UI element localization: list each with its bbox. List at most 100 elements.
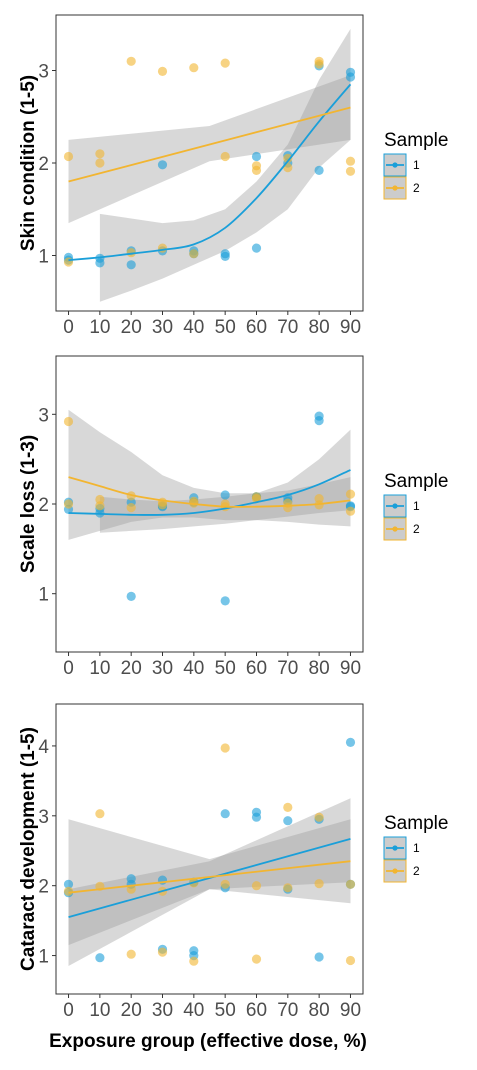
x-tick-label: 70 (277, 1000, 298, 1021)
y-tick-label: 4 (38, 737, 49, 758)
x-tick-label: 10 (89, 1000, 110, 1021)
fit-line-series-2 (68, 476, 351, 508)
fit-line-series-1 (68, 469, 351, 516)
data-point-series-2 (126, 884, 136, 894)
x-tick-label: 90 (340, 658, 361, 679)
y-tick-label: 2 (38, 495, 49, 516)
confidence-band-series-2 (68, 409, 351, 540)
x-tick-label: 0 (63, 1000, 74, 1021)
data-point-series-2 (251, 954, 262, 964)
confidence-band-series-1 (68, 798, 351, 946)
data-point-series-2 (283, 153, 293, 163)
fit-line-series-2 (68, 860, 351, 894)
x-tick-label: 70 (277, 317, 298, 338)
y-axis-label: Scale loss (1-3) (18, 435, 39, 573)
data-point-series-1 (251, 151, 262, 162)
x-tick-label: 50 (215, 1000, 236, 1021)
x-tick-label: 50 (215, 317, 236, 338)
data-point-series-2 (126, 56, 136, 66)
confidence-band-series-2 (68, 75, 351, 224)
x-tick-label: 60 (246, 658, 267, 679)
legend-item-label: 2 (413, 181, 420, 195)
x-tick-label: 0 (63, 317, 74, 338)
data-point-series-2 (283, 802, 293, 813)
data-point-series-1 (314, 952, 324, 962)
legend-key-2 (383, 859, 407, 883)
y-tick-label: 1 (38, 947, 49, 968)
legend-key-1 (383, 836, 407, 860)
data-point-series-1 (251, 243, 262, 253)
data-point-series-2 (345, 879, 356, 889)
data-point-series-2 (95, 809, 105, 819)
y-tick-label: 3 (38, 807, 49, 828)
data-point-series-1 (314, 165, 324, 175)
legend-item-label: 2 (413, 864, 420, 878)
x-tick-label: 70 (277, 658, 298, 679)
data-point-series-2 (63, 499, 74, 509)
legend: Sample 1 2 (383, 130, 448, 200)
data-point-series-2 (251, 161, 262, 171)
y-tick-label: 1 (38, 247, 49, 268)
data-point-series-2 (345, 156, 356, 166)
data-point-series-1 (220, 251, 230, 261)
x-tick-label: 0 (63, 658, 74, 679)
data-point-series-1 (345, 737, 356, 748)
legend-key-2 (383, 517, 407, 541)
x-tick-label: 30 (152, 1000, 173, 1021)
x-tick-label: 90 (340, 1000, 361, 1021)
data-point-series-2 (95, 501, 105, 511)
data-point-series-2 (345, 955, 356, 966)
x-tick-label: 80 (309, 317, 330, 338)
data-point-series-2 (251, 881, 262, 891)
data-point-series-2 (157, 947, 168, 957)
legend-key-point (392, 162, 398, 168)
x-tick-label: 30 (152, 658, 173, 679)
data-point-series-1 (95, 953, 105, 963)
x-tick-label: 40 (183, 658, 204, 679)
data-point-series-2 (63, 257, 74, 267)
fit-line-series-2 (68, 106, 351, 183)
data-point-series-2 (283, 883, 293, 893)
data-point-series-2 (63, 151, 74, 162)
data-point-series-1 (345, 72, 356, 82)
legend-key-point (392, 845, 398, 851)
data-point-series-1 (126, 260, 136, 270)
confidence-band-series-1 (99, 28, 351, 302)
x-tick-label: 50 (215, 658, 236, 679)
data-point-series-2 (157, 243, 168, 253)
data-point-series-2 (314, 59, 324, 69)
legend-key-point (392, 185, 398, 191)
y-tick-label: 1 (38, 585, 49, 606)
legend-key-1 (383, 494, 407, 518)
x-axis-label: Exposure group (effective dose, %) (49, 1031, 367, 1052)
data-point-series-1 (220, 809, 230, 819)
legend-title: Sample (384, 813, 448, 834)
legend-item-label: 2 (413, 522, 420, 536)
data-point-series-2 (220, 879, 230, 889)
data-point-series-2 (189, 956, 199, 966)
y-tick-label: 2 (38, 877, 49, 898)
fit-line-series-1 (68, 83, 352, 261)
data-point-series-2 (95, 494, 105, 505)
data-point-series-1 (251, 812, 262, 822)
data-point-series-1 (220, 596, 230, 606)
data-point-series-2 (63, 416, 74, 427)
data-point-series-2 (189, 249, 199, 259)
legend: Sample 1 2 (383, 813, 448, 883)
data-point-series-2 (314, 812, 324, 822)
data-point-series-2 (220, 58, 230, 68)
legend-key-point (392, 868, 398, 874)
x-tick-label: 40 (183, 1000, 204, 1021)
x-tick-label: 20 (121, 658, 142, 679)
x-tick-label: 20 (121, 1000, 142, 1021)
legend-item-label: 1 (413, 841, 420, 855)
x-tick-label: 40 (183, 317, 204, 338)
data-point-series-2 (157, 500, 168, 510)
x-tick-label: 60 (246, 317, 267, 338)
data-point-series-2 (126, 949, 136, 959)
confidence-band-series-2 (68, 819, 351, 966)
x-tick-label: 30 (152, 317, 173, 338)
fit-line-series-1 (68, 838, 351, 918)
